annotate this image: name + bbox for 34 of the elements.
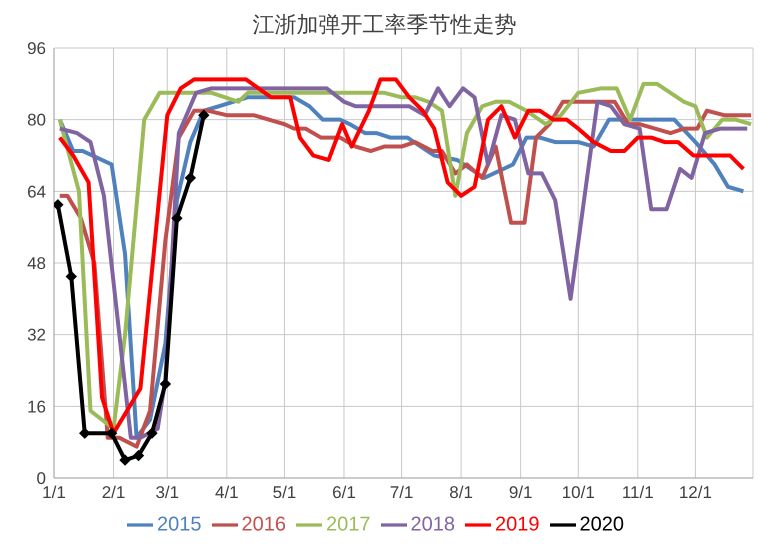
x-tick-label: 10/1 <box>562 483 595 502</box>
x-tick-label: 5/1 <box>272 483 296 502</box>
legend-label: 2018 <box>410 513 455 536</box>
x-tick-label: 2/1 <box>102 483 126 502</box>
point <box>171 212 182 224</box>
y-tick-label: 16 <box>27 397 46 416</box>
y-tick-label: 32 <box>27 326 46 345</box>
x-tick-label: 4/1 <box>215 483 239 502</box>
point <box>198 110 210 121</box>
point <box>120 454 131 466</box>
x-tick-label: 6/1 <box>332 483 356 502</box>
y-tick-label: 96 <box>27 39 46 58</box>
chart-title: 江浙加弹开工率季节性走势 <box>252 12 516 37</box>
point <box>146 428 158 439</box>
legend-label: 2016 <box>242 513 286 536</box>
point <box>79 428 90 439</box>
x-tick-label: 9/1 <box>508 483 532 502</box>
point <box>132 450 144 462</box>
x-tick-label: 11/1 <box>622 483 654 502</box>
x-tick-label: 7/1 <box>390 483 414 502</box>
point <box>66 270 77 282</box>
x-tick-label: 8/1 <box>449 483 473 502</box>
point <box>184 172 196 184</box>
x-tick-label: 12/1 <box>678 483 712 502</box>
y-tick-label: 48 <box>27 254 46 274</box>
y-tick-label: 64 <box>27 182 46 202</box>
legend-label: 2015 <box>157 513 202 536</box>
legend-label: 2020 <box>580 513 624 536</box>
legend-label: 2017 <box>326 513 370 536</box>
y-tick-label: 80 <box>27 110 46 130</box>
legend-label: 2019 <box>495 513 540 536</box>
point <box>106 428 118 439</box>
x-tick-label: 3/1 <box>155 483 180 502</box>
point <box>160 378 171 390</box>
